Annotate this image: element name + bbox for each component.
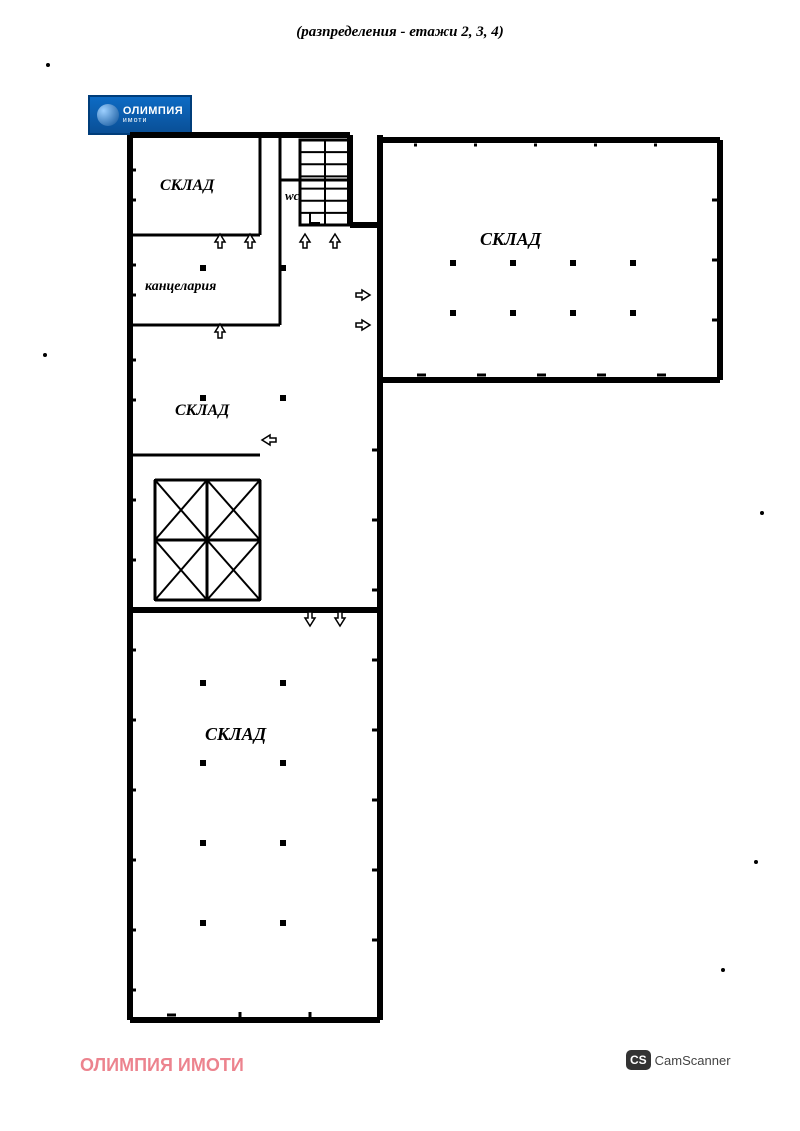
- svg-text:СКЛАД: СКЛАД: [205, 724, 267, 744]
- camscanner-label: CamScanner: [655, 1053, 731, 1068]
- watermark-text: ОЛИМПИЯ ИМОТИ: [80, 1055, 244, 1076]
- svg-text:wc: wc: [285, 188, 300, 203]
- svg-text:канцелария: канцелария: [145, 279, 216, 294]
- svg-text:СКЛАД: СКЛАД: [480, 229, 542, 249]
- floor-plan: СКЛАД wc канцелария СКЛАД СКЛАД СКЛАД: [0, 0, 800, 1131]
- camscanner-badge-icon: CS: [626, 1050, 651, 1070]
- camscanner-stamp: CS CamScanner: [626, 1050, 731, 1070]
- svg-text:СКЛАД: СКЛАД: [160, 177, 215, 194]
- svg-text:СКЛАД: СКЛАД: [175, 402, 230, 419]
